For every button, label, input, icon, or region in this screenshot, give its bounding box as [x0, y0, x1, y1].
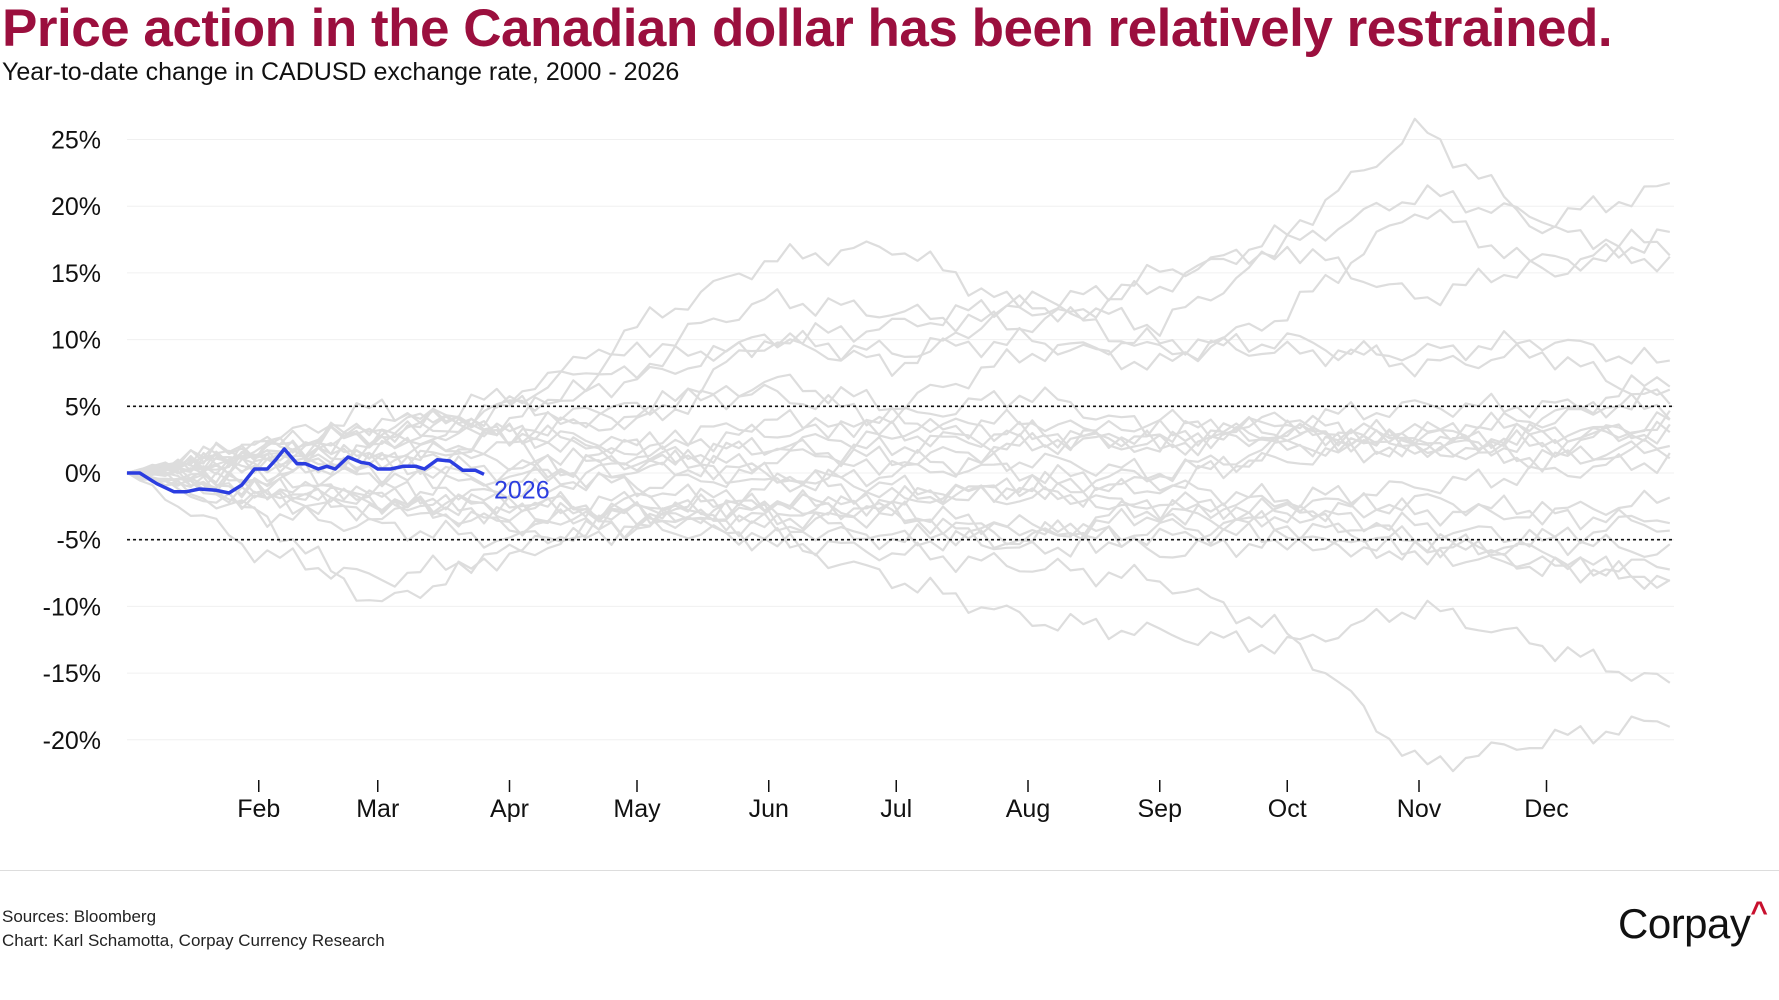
- y-tick-label: 0%: [65, 460, 101, 488]
- y-tick-label: -5%: [57, 527, 101, 555]
- background-series-line: [126, 406, 1671, 495]
- x-tick-label: Nov: [1397, 795, 1442, 823]
- background-series-line: [126, 436, 1671, 519]
- background-series-line: [126, 408, 1671, 506]
- x-tick-label: Jul: [880, 795, 912, 823]
- background-series-line: [126, 374, 1671, 493]
- background-series-line: [126, 471, 1671, 548]
- background-series-line: [126, 208, 1671, 494]
- y-tick-label: -10%: [43, 593, 101, 621]
- chart-credit: Chart: Karl Schamotta, Corpay Currency R…: [2, 931, 385, 950]
- x-tick-label: Dec: [1524, 795, 1568, 823]
- x-tick-label: Feb: [237, 795, 280, 823]
- background-series-line: [126, 471, 1671, 684]
- highlight-series-2026: [127, 447, 485, 495]
- background-series-line: [126, 471, 1671, 537]
- background-series-line: [127, 471, 1671, 578]
- background-series-line: [126, 446, 1670, 533]
- x-tick-label: Jun: [749, 795, 789, 823]
- background-series-line: [126, 398, 1671, 475]
- sources-note: Sources: Bloomberg: [2, 907, 157, 926]
- x-tick-label: May: [613, 795, 661, 823]
- y-tick-label: 15%: [51, 260, 101, 288]
- x-tick-label: Mar: [356, 795, 399, 823]
- background-series-line: [126, 386, 1671, 474]
- x-tick-label: Oct: [1268, 795, 1307, 823]
- footer-divider: [0, 870, 1779, 871]
- corpay-logo: Corpay^: [1618, 896, 1768, 947]
- background-series-line: [126, 294, 1671, 474]
- chart-title: Price action in the Canadian dollar has …: [2, 0, 1613, 58]
- y-tick-label: -15%: [43, 660, 101, 688]
- chart-subtitle: Year-to-date change in CADUSD exchange r…: [2, 58, 680, 86]
- background-series-line: [126, 472, 1671, 566]
- y-tick-label: 10%: [51, 327, 101, 355]
- y-tick-label: 25%: [51, 127, 101, 155]
- background-series-line: [126, 471, 1671, 773]
- x-tick-label: Sep: [1138, 795, 1182, 823]
- background-series-line: [126, 117, 1671, 474]
- y-tick-label: 5%: [65, 393, 101, 421]
- y-tick-label: 20%: [51, 193, 101, 221]
- x-tick-label: Apr: [490, 795, 529, 823]
- y-tick-label: -20%: [43, 727, 101, 755]
- background-series-line: [126, 327, 1670, 485]
- line-chart: 2026 25% 20% 15% 10% 5% 0% -5% -10% -15% -20% Feb M…: [43, 117, 1674, 823]
- x-tick-label: Aug: [1006, 795, 1050, 823]
- background-series-line: [126, 471, 1671, 603]
- series-label-2026: 2026: [494, 476, 550, 504]
